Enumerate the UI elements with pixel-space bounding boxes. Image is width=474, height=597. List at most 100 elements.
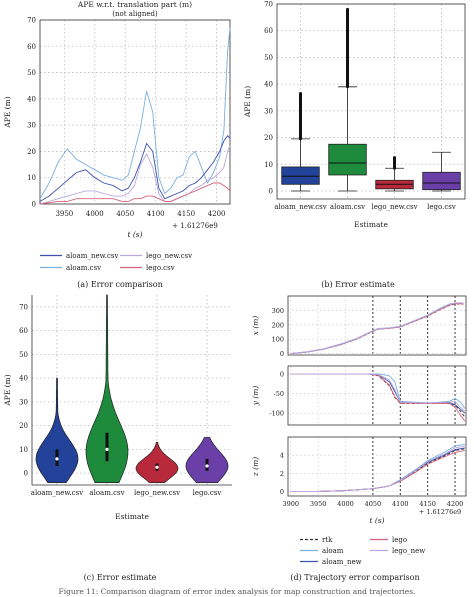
y-tick-label: 70	[27, 17, 36, 25]
series-line-aloam_new	[39, 134, 231, 202]
y-tick-label: 0	[24, 470, 28, 478]
x-axis-label: t (s)	[369, 516, 384, 525]
y-tick-label: 20	[264, 134, 273, 142]
caption-d: (d) Trajectory error comparison	[290, 573, 419, 582]
plot-frame	[276, 3, 466, 200]
legend-label: lego_new.csv	[146, 252, 192, 260]
x-tick-label: aloam.csv	[89, 489, 124, 497]
y-tick-label: 0	[280, 350, 284, 358]
legend-label: aloam_new	[322, 558, 362, 566]
x-offset-label: + 1.61276e9	[172, 222, 218, 230]
box-aloam	[328, 143, 367, 176]
y-tick-label: 0	[280, 370, 284, 378]
trajectory-line-lego_new	[290, 373, 466, 412]
y-axis-label: APE (m)	[3, 96, 12, 128]
y-tick-label: 200	[272, 321, 284, 329]
chart-title: APE w.r.t. translation part (m)	[77, 0, 192, 9]
caption-c: (c) Error estimate	[84, 573, 157, 582]
x-tick-label: 4050	[116, 210, 134, 218]
trajectory-line-lego_new	[290, 302, 464, 355]
trajectory-line-aloam	[290, 443, 465, 492]
x-tick-label: lego.csv	[193, 489, 222, 497]
plot-frame	[39, 19, 231, 205]
y-tick-label: -100	[269, 410, 284, 418]
series-line-lego	[39, 182, 231, 205]
y-tick-label: 10	[19, 446, 28, 454]
y-tick-label: -50	[274, 390, 284, 398]
caption-a: (a) Error comparison	[77, 280, 162, 289]
y-tick-label: 0	[269, 187, 273, 195]
y-tick-label: 10	[264, 161, 273, 169]
y-axis-label: z (m)	[251, 457, 260, 477]
y-tick-label: 60	[27, 43, 36, 51]
series-line-lego_new	[39, 146, 231, 205]
x-tick-label: 3950	[55, 210, 73, 218]
legend-label: lego_new	[392, 547, 425, 555]
x-tick-label: 3900	[282, 500, 299, 508]
legend-label: aloam_new.csv	[66, 252, 118, 260]
x-tick-label: 4050	[365, 500, 382, 508]
y-tick-label: 70	[264, 1, 273, 9]
violin-lego_new	[135, 441, 179, 483]
y-tick-label: 20	[19, 422, 28, 430]
y-tick-label: 100	[272, 336, 284, 344]
violin-median	[55, 457, 59, 461]
x-offset-label: + 1.61276e9	[419, 508, 461, 516]
chart-subtitle: (not aligned)	[112, 10, 158, 18]
subplot-frame	[287, 295, 467, 356]
trajectory-line-rtk	[290, 373, 466, 418]
violin-median	[105, 447, 109, 451]
x-tick-label: 4100	[147, 210, 165, 218]
x-tick-label: lego_new.csv	[134, 489, 180, 497]
y-tick-label: 4	[280, 452, 284, 460]
y-tick-label: 0	[32, 201, 36, 209]
x-axis-label: t (s)	[127, 230, 142, 239]
x-tick-label: 4150	[177, 210, 195, 218]
x-tick-label: 4200	[208, 210, 226, 218]
y-tick-label: 40	[19, 375, 28, 383]
x-tick-label: 4100	[392, 500, 409, 508]
subplot-frame	[287, 436, 467, 497]
y-tick-label: 40	[27, 95, 36, 103]
figure-caption: Figure 11: Comparison diagram of error i…	[59, 587, 416, 596]
y-tick-label: 50	[27, 69, 36, 77]
x-axis-label: Estimate	[354, 220, 388, 229]
y-tick-label: 60	[19, 327, 28, 335]
y-axis-label: y (m)	[251, 386, 260, 407]
trajectory-line-aloam_new	[290, 447, 465, 492]
legend-label: aloam	[322, 547, 344, 555]
box-aloam_new	[281, 166, 320, 185]
y-tick-label: 70	[19, 303, 28, 311]
y-tick-label: 20	[27, 148, 36, 156]
series-line-aloam	[39, 27, 231, 199]
panel-c-violin-chart: 0 10 20 30 40 50 60 70 aloam_new.csv aloam.csv leg…	[3, 294, 232, 521]
y-tick-label: 300	[272, 307, 284, 315]
y-tick-label: 0	[280, 488, 284, 496]
x-tick-label: lego_new.csv	[371, 203, 417, 211]
x-tick-label: 4200	[447, 500, 464, 508]
y-tick-label: 30	[19, 398, 28, 406]
x-tick-label: lego.csv	[427, 203, 456, 211]
x-tick-label: aloam.csv	[330, 203, 365, 211]
panel-d-trajectory-chart: 0 100 200 300 x (m) -100 -50 0 y (m) 0 2 4 z (m) 3900…	[251, 295, 467, 566]
legend-label: lego.csv	[146, 264, 175, 272]
y-tick-label: 30	[264, 107, 273, 115]
x-tick-label: aloam_new.csv	[31, 489, 83, 497]
violin-aloam_new	[35, 377, 79, 483]
y-tick-label: 2	[280, 470, 284, 478]
y-tick-label: 50	[264, 54, 273, 62]
y-axis-label: x (m)	[251, 316, 260, 336]
x-tick-label: 4000	[86, 210, 104, 218]
y-tick-label: 60	[264, 27, 273, 35]
violin-median	[155, 465, 159, 469]
panel-a-line-chart: APE w.r.t. translation part (m)(not alig…	[3, 0, 231, 272]
x-tick-label: aloam_new.csv	[274, 203, 326, 211]
legend-label: aloam.csv	[66, 264, 101, 272]
box-lego	[422, 171, 461, 191]
y-tick-label: 50	[19, 351, 28, 359]
y-tick-label: 10	[27, 174, 36, 182]
x-tick-label: 3950	[310, 500, 327, 508]
panel-b-box-chart: 0 10 20 30 40 50 60 70 aloam_new.csv aloam.csv leg…	[243, 1, 466, 229]
violin-median	[205, 464, 209, 468]
